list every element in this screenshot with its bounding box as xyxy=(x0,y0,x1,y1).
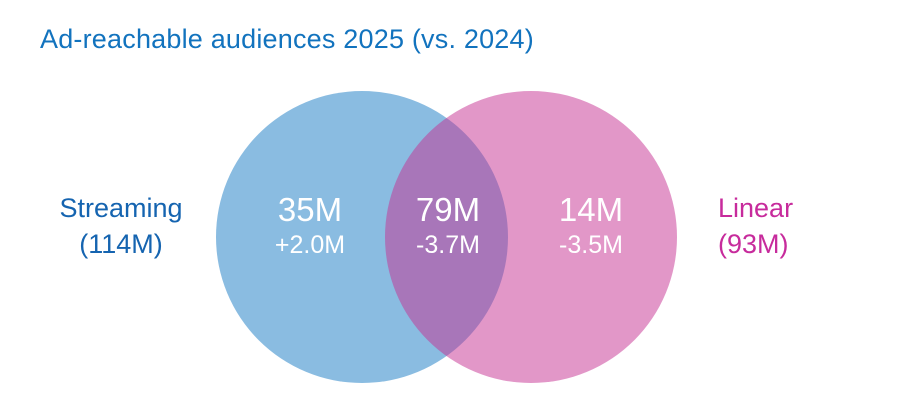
linear-set-label: Linear (93M) xyxy=(718,190,888,262)
linear-circle xyxy=(385,91,677,383)
linear-set-name: Linear xyxy=(718,193,794,223)
linear-only-value: 14M xyxy=(558,191,624,228)
linear-set-total: (93M) xyxy=(718,229,789,259)
streaming-only-region: 35M +2.0M xyxy=(230,190,390,261)
overlap-region: 79M -3.7M xyxy=(368,190,528,261)
streaming-only-value: 35M xyxy=(277,191,343,228)
linear-only-delta: -3.5M xyxy=(559,231,623,259)
streaming-set-total: (114M) xyxy=(79,229,163,259)
overlap-value: 79M xyxy=(415,191,481,228)
chart-title: Ad-reachable audiences 2025 (vs. 2024) xyxy=(40,24,534,54)
overlap-delta: -3.7M xyxy=(416,231,480,259)
streaming-only-delta: +2.0M xyxy=(274,231,346,259)
linear-only-region: 14M -3.5M xyxy=(511,190,671,261)
streaming-set-name: Streaming xyxy=(59,193,183,223)
streaming-set-label: Streaming (114M) xyxy=(36,190,206,262)
